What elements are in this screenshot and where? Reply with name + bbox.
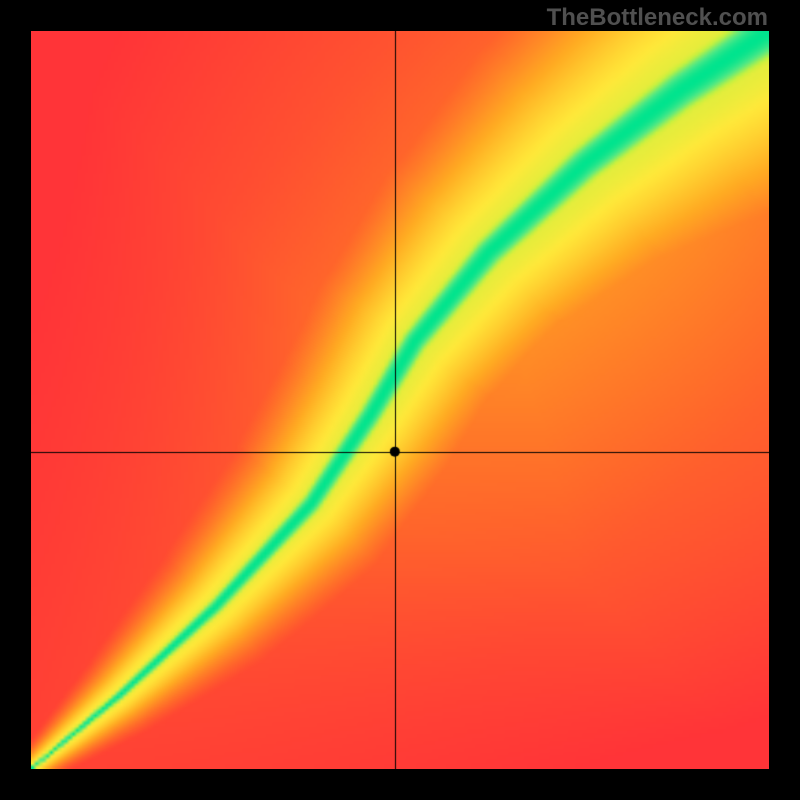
- bottleneck-heatmap: [31, 31, 769, 769]
- watermark-text: TheBottleneck.com: [547, 4, 768, 32]
